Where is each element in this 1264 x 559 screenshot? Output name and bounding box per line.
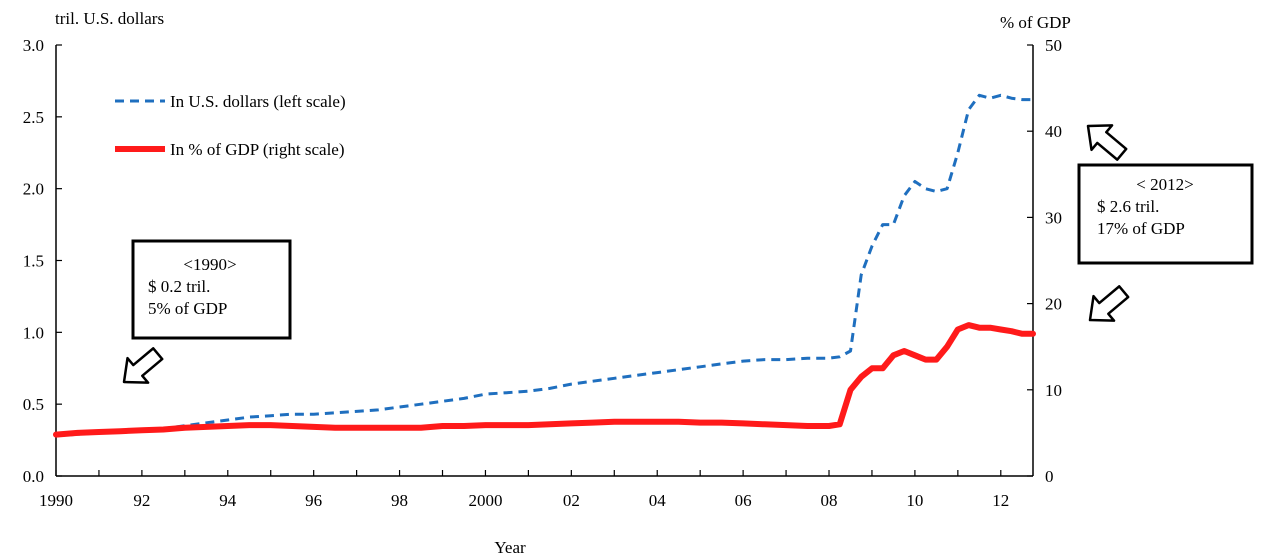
y-right-tick-label: 50 [1045, 36, 1062, 55]
series-line-gdp [53, 322, 1036, 438]
y-right-tick-label: 40 [1045, 122, 1062, 141]
x-tick-label: 2000 [468, 491, 502, 510]
x-tick-label: 98 [391, 491, 408, 510]
annotation-1990-line-3: 5% of GDP [148, 299, 227, 318]
x-tick-label: 92 [133, 491, 150, 510]
x-tick-label: 06 [735, 491, 752, 510]
y-right-tick-label: 10 [1045, 381, 1062, 400]
y-right-tick-label: 30 [1045, 208, 1062, 227]
legend-label-gdp: In % of GDP (right scale) [170, 140, 345, 159]
annotation-2012-line-3: 17% of GDP [1097, 219, 1185, 238]
legend-label-usd: In U.S. dollars (left scale) [170, 92, 346, 111]
annotation-2012-line-1: < 2012> [1136, 175, 1193, 194]
x-axis-label: Year [494, 538, 526, 557]
annotation-1990-line-1: <1990> [183, 255, 236, 274]
y-right-tick-label: 20 [1045, 295, 1062, 314]
x-tick-label: 10 [906, 491, 923, 510]
arrow-1990-icon [122, 347, 164, 384]
y-left-axis-label: tril. U.S. dollars [55, 9, 164, 28]
series-line-usd [55, 93, 1033, 438]
x-tick-label: 12 [992, 491, 1009, 510]
y-left-tick-label: 0.5 [23, 395, 44, 414]
x-tick-label: 02 [563, 491, 580, 510]
x-tick-label: 96 [305, 491, 322, 510]
annotation-2012-line-2: $ 2.6 tril. [1097, 197, 1159, 216]
x-tick-label: 08 [821, 491, 838, 510]
y-right-axis-label: % of GDP [1000, 13, 1071, 32]
arrow-2012-down-icon [1088, 285, 1130, 322]
annotation-box-2012: < 2012> $ 2.6 tril. 17% of GDP [1077, 163, 1254, 265]
x-tick-label: 1990 [39, 491, 73, 510]
legend: In U.S. dollars (left scale) In % of GDP… [115, 92, 346, 159]
y-left-tick-label: 1.0 [23, 323, 44, 342]
x-tick-label: 94 [219, 491, 237, 510]
y-left-tick-label: 3.0 [23, 36, 44, 55]
annotation-1990-line-2: $ 0.2 tril. [148, 277, 210, 296]
annotation-box-1990-frame [131, 239, 292, 340]
arrow-2012-up-icon [1086, 124, 1128, 161]
x-tick-label: 04 [649, 491, 667, 510]
y-left-tick-label: 2.5 [23, 108, 44, 127]
series-layer [53, 93, 1036, 438]
y-left-tick-label: 2.0 [23, 180, 44, 199]
y-left-tick-label: 1.5 [23, 252, 44, 271]
y-left-tick-label: 0.0 [23, 467, 44, 486]
y-right-tick-label: 0 [1045, 467, 1054, 486]
axes: 0.0 0.5 1.0 1.5 2.0 2.5 3.0 0 10 20 30 40 50 1990 92 94… [23, 36, 1062, 510]
annotation-box-1990: <1990> $ 0.2 tril. 5% of GDP [131, 239, 292, 340]
annotation-box-2012-frame [1077, 163, 1254, 265]
